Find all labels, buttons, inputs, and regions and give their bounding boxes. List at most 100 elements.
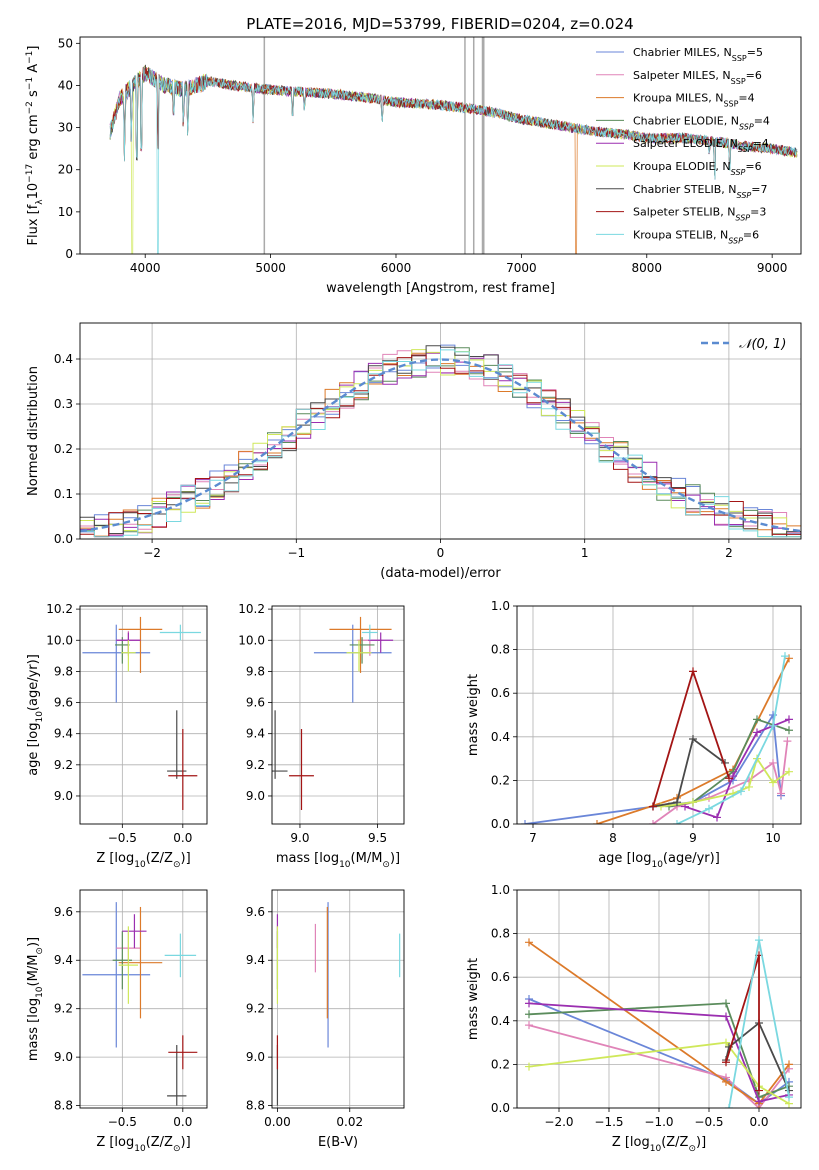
- label-part: )]: [696, 1135, 706, 1150]
- label-part: 10: [650, 1144, 662, 1154]
- legend-entry: Kroupa STELIB, NSSP=6: [633, 228, 759, 245]
- label-part: erg cm: [26, 114, 41, 163]
- legend-count: =5: [747, 46, 763, 59]
- label-part: age [log: [26, 723, 41, 776]
- legend-entry: Chabrier ELODIE, NSSP=4: [633, 114, 770, 130]
- x-tick-label: 0.02: [336, 1115, 363, 1129]
- y-tick-label: 9.4: [246, 953, 265, 967]
- weight-marker: [722, 1038, 730, 1047]
- errorbar-kroupa-elodie: [346, 640, 372, 672]
- histogram-chabrier-stelib: [80, 345, 801, 538]
- errorbar-chabrier-stelib: [167, 1045, 187, 1106]
- legend-sub: SSP: [731, 76, 746, 85]
- y-tick-label: 9.8: [246, 664, 265, 678]
- y-tick-label: 50: [58, 36, 73, 50]
- weight-line-chabrier-elodie: [528, 1002, 790, 1099]
- weight-marker: [689, 734, 697, 743]
- x-tick-label: 0.0: [749, 1115, 768, 1129]
- weight-marker: [722, 1077, 730, 1086]
- weight-marker: [755, 936, 763, 945]
- legend-label: Kroupa ELODIE, N: [633, 160, 731, 173]
- label-part: s: [26, 90, 41, 101]
- weight-marker: [737, 787, 745, 796]
- label-part: (M/M: [351, 851, 383, 866]
- errorbar-kroupa-stelib: [159, 624, 201, 641]
- x-axis-label: mass [log10(M/M⊙)]: [276, 851, 400, 870]
- x-axis-label: E(B-V): [318, 1135, 358, 1150]
- label-part: )]: [181, 851, 191, 866]
- errorbar-salpeter-elodie: [122, 914, 147, 949]
- errorbar-chabrier-elodie: [115, 637, 130, 664]
- legend-count: =7: [751, 183, 767, 196]
- legend-count: =4: [738, 92, 754, 105]
- y-tick-label: 0.4: [491, 730, 510, 744]
- y-tick-label: 9.2: [54, 758, 73, 772]
- weight-marker: [781, 652, 789, 661]
- y-tick-label: 0.2: [54, 442, 73, 456]
- weight-marker: [525, 1021, 533, 1030]
- label-part: mass [log: [276, 851, 339, 866]
- errorbar-chabrier-miles: [82, 624, 151, 703]
- weight-marker: [769, 778, 777, 787]
- legend-label: Chabrier ELODIE, N: [633, 114, 739, 127]
- weight-marker: [785, 767, 793, 776]
- legend-label: Kroupa MILES, N: [633, 92, 723, 105]
- y-tick-label: 0.0: [54, 532, 73, 546]
- x-tick-label: 8: [609, 831, 617, 845]
- x-tick-label: −1: [287, 546, 305, 560]
- legend-sub: SSP: [723, 99, 738, 108]
- weight-marker: [722, 1058, 730, 1067]
- label-part: 10: [35, 711, 45, 723]
- x-tick-label: 7: [529, 831, 537, 845]
- y-tick-label: 10.2: [46, 602, 73, 616]
- histogram-kroupa-stelib: [80, 349, 801, 538]
- axes-frame: [271, 605, 405, 825]
- y-tick-label: 20: [58, 163, 73, 177]
- weight-marker: [673, 798, 681, 807]
- y-tick-label: 9.4: [54, 727, 73, 741]
- errorbar-chabrier-stelib: [167, 710, 187, 779]
- x-tick-label: −0.5: [694, 1115, 723, 1129]
- mass-vs-ebv-panel: 0.00 0.02 8.8 9.0 9.2 9.4 9.6 E(B-V): [246, 889, 405, 1150]
- weight-vs-Z-panel: −2.0 −1.5 −1.0 −0.5 0.0 0.0 0.2 0.4 0.6 0.8 1.0 Z […: [466, 883, 802, 1154]
- weight-marker: [525, 999, 533, 1008]
- x-tick-label: 2: [725, 546, 733, 560]
- plot-area: [525, 936, 793, 1108]
- y-tick-label: 9.6: [246, 905, 265, 919]
- legend-sub: SSP: [737, 190, 752, 199]
- weight-marker: [657, 802, 665, 811]
- x-tick-label: 0.0: [173, 831, 192, 845]
- y-tick-label: 10.0: [46, 633, 73, 647]
- y-tick-label: 8.8: [246, 1099, 265, 1113]
- x-tick-label: 8000: [631, 261, 662, 275]
- y-tick-label: 0: [65, 247, 73, 261]
- label-part: 10: [35, 986, 45, 998]
- x-tick-label: 9000: [757, 261, 788, 275]
- plot-area: [276, 902, 401, 1106]
- label-part: (Z/Z: [146, 851, 173, 866]
- y-tick-label: 9.6: [246, 696, 265, 710]
- label-part: Z [log: [612, 1135, 650, 1150]
- legend-label: Salpeter MILES, N: [633, 69, 731, 82]
- residuals-panel: −2 −1 0 1 2 0.0 0.1 0.2 0.3 0.4 (data-model)/error…: [26, 322, 802, 581]
- x-tick-label: −2.0: [544, 1115, 573, 1129]
- x-tick-label: −1.5: [594, 1115, 623, 1129]
- y-axis-label: mass [log10(M/M⊙)]: [26, 937, 45, 1061]
- y-axis-label: age [log10(age/yr)]: [26, 654, 45, 776]
- y-tick-label: 8.8: [54, 1099, 73, 1113]
- weight-marker: [713, 813, 721, 822]
- errorbar-kroupa-stelib: [362, 624, 378, 641]
- weight-marker: [521, 820, 529, 824]
- label-part: Z [log: [96, 851, 134, 866]
- x-tick-label: −1.0: [644, 1115, 673, 1129]
- errorbar-chabrier-miles: [82, 902, 151, 1048]
- label-part: Z [log: [96, 1135, 134, 1150]
- weight-marker: [785, 654, 793, 663]
- errorbar-chabrier-miles: [313, 624, 392, 703]
- x-tick-label: 9.5: [368, 831, 387, 845]
- weight-line-chabrier-stelib: [725, 1021, 790, 1091]
- y-tick-label: 0.6: [491, 970, 510, 984]
- label-part: ⊙: [173, 860, 181, 870]
- y-tick-label: 9.8: [54, 664, 73, 678]
